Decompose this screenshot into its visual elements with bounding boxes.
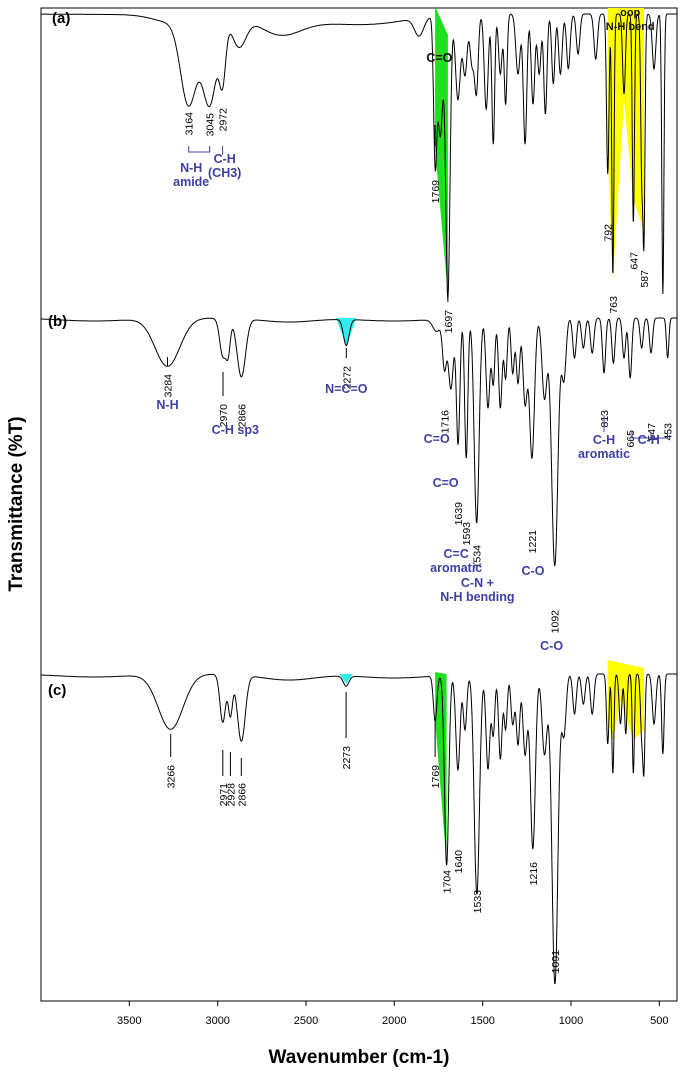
band-carbonyl-a: [435, 6, 448, 295]
annotation-label: C-H sp3: [212, 423, 259, 437]
peak-label: 1769: [430, 180, 442, 204]
spectrum-line-c: [41, 673, 677, 984]
peak-label: 2273: [341, 746, 353, 770]
peak-label: 2928: [225, 783, 237, 807]
peak-label: 3045: [205, 113, 217, 137]
x-axis: 3500 3000 2500 2000 1500 1000 500: [117, 1001, 668, 1027]
band-isocyanate-c: [339, 674, 353, 684]
peak-label: 763: [608, 296, 620, 314]
panel-label-b: (b): [48, 313, 67, 330]
peak-label: 587: [639, 270, 651, 288]
peak-label: 3284: [163, 374, 175, 398]
annotation-label: N-H amide: [173, 161, 209, 189]
peak-label: 1716: [440, 410, 452, 434]
peak-label: 647: [628, 252, 640, 270]
peak-label: 2970: [218, 404, 230, 428]
x-tick-label: 2500: [294, 1015, 318, 1027]
peak-leader-layer: [167, 125, 449, 776]
x-axis-title: Wavenumber (cm-1): [269, 1047, 450, 1068]
peak-label: 547: [646, 423, 658, 441]
annotation-label: C-H aromatic: [578, 433, 630, 461]
annotation-label: C-N + N-H bending: [440, 576, 514, 604]
peak-label: 1697: [443, 310, 455, 334]
annotation-label: C=O: [426, 51, 452, 65]
x-tick-label: 3500: [117, 1015, 141, 1027]
peak-label: 1534: [472, 545, 484, 569]
spectrum-line-a: [41, 13, 677, 300]
peak-label: 665: [625, 430, 637, 448]
peak-label: 453: [663, 423, 675, 441]
plot-frame: [40, 7, 678, 1002]
y-axis-title: Transmittance (%T): [6, 416, 27, 591]
annotation-label: oop N-H bend: [606, 7, 655, 33]
panel-label-c: (c): [48, 682, 66, 699]
peak-label: 1704: [442, 870, 454, 894]
peak-label: 1639: [453, 502, 465, 526]
annotation-label: C=O: [433, 476, 459, 490]
annotation-bracket: [631, 432, 669, 439]
x-tick-label: 2000: [382, 1015, 406, 1027]
annotation-label: C-O: [540, 639, 563, 653]
spectrum-line-b: [41, 317, 677, 567]
annotation-label: C-O: [522, 564, 545, 578]
annotation-bracket: [188, 146, 211, 153]
spectra-layer: [41, 13, 677, 984]
peak-label: 1769: [430, 765, 442, 789]
annotation-label: C-H (CH3): [208, 152, 241, 180]
peak-label: 1533: [472, 890, 484, 914]
annotation-label: C-H: [638, 433, 660, 447]
x-tick-label: 1000: [559, 1015, 583, 1027]
peak-label: 2972: [218, 108, 230, 132]
x-tick-label: 1500: [470, 1015, 494, 1027]
peak-label: 792: [603, 224, 615, 242]
peak-label: 813: [599, 410, 611, 428]
band-carbonyl-c: [435, 672, 447, 864]
annotation-label: C=O: [424, 432, 450, 446]
annotation-label: C=C aromatic: [430, 547, 482, 575]
band-isocyanate-b: [336, 318, 357, 346]
peak-label: 2866: [236, 404, 248, 428]
peak-label: 1593: [461, 522, 473, 546]
annotation-label: N-H: [156, 398, 178, 412]
peak-label: 1092: [550, 610, 562, 634]
peak-label: 1216: [528, 862, 540, 886]
x-tick-label: 3000: [205, 1015, 229, 1027]
annotation-label: N=C=O: [325, 382, 368, 396]
peak-label: 2866: [236, 783, 248, 807]
peak-label: 1221: [527, 530, 539, 554]
panel-label-a: (a): [52, 10, 70, 27]
peak-label: 2272: [341, 366, 353, 390]
x-tick-label: 500: [650, 1015, 668, 1027]
peak-label: 3266: [166, 765, 178, 789]
peak-label: 1640: [453, 850, 465, 874]
peak-label: 1091: [550, 950, 562, 974]
peak-label: 2971: [218, 783, 230, 807]
peak-label: 3164: [184, 112, 196, 136]
